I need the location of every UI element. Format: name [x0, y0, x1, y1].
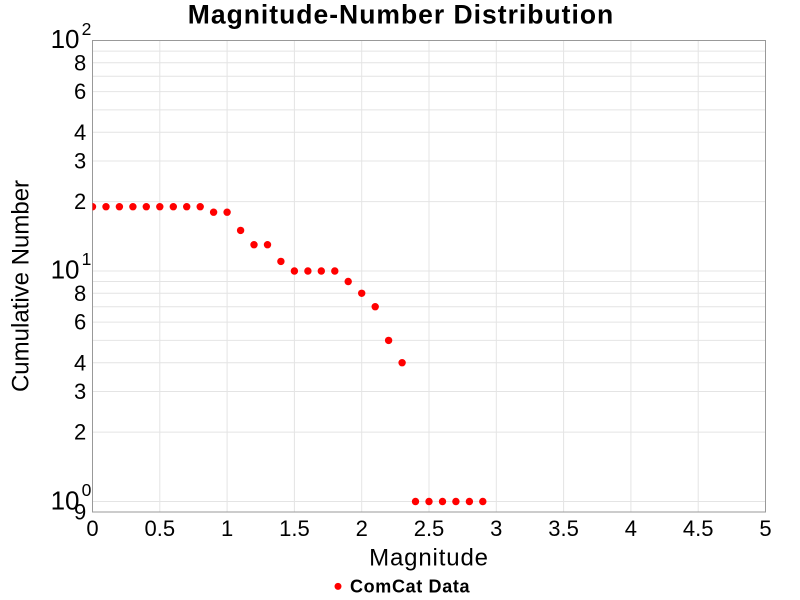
svg-text:8: 8: [74, 50, 86, 75]
svg-text:0: 0: [86, 516, 98, 541]
svg-text:9: 9: [74, 500, 86, 525]
svg-text:3.5: 3.5: [548, 516, 579, 541]
svg-text:4.5: 4.5: [683, 516, 714, 541]
svg-text:1.5: 1.5: [279, 516, 310, 541]
svg-text:2: 2: [356, 516, 368, 541]
svg-text:6: 6: [74, 310, 86, 335]
svg-text:2: 2: [74, 420, 86, 445]
svg-text:4: 4: [74, 120, 86, 145]
svg-text:5: 5: [759, 516, 771, 541]
svg-text:3: 3: [490, 516, 502, 541]
svg-text:3: 3: [74, 149, 86, 174]
svg-text:10: 10: [51, 24, 80, 54]
svg-text:1: 1: [82, 249, 92, 269]
svg-text:2.5: 2.5: [414, 516, 445, 541]
svg-text:Cumulative Number: Cumulative Number: [8, 180, 35, 392]
svg-text:0.5: 0.5: [145, 516, 176, 541]
svg-text:8: 8: [74, 281, 86, 306]
svg-text:10: 10: [51, 255, 80, 285]
svg-text:3: 3: [74, 379, 86, 404]
svg-text:10: 10: [51, 486, 80, 516]
svg-text:Magnitude-Number Distribution: Magnitude-Number Distribution: [188, 0, 614, 29]
svg-text:4: 4: [625, 516, 637, 541]
svg-text:2: 2: [74, 189, 86, 214]
svg-text:2: 2: [82, 19, 92, 39]
svg-text:Magnitude: Magnitude: [369, 544, 489, 571]
svg-text:1: 1: [221, 516, 233, 541]
svg-text:0: 0: [82, 480, 92, 500]
svg-text:ComCat Data: ComCat Data: [350, 577, 471, 597]
svg-text:6: 6: [74, 79, 86, 104]
svg-text:4: 4: [74, 350, 86, 375]
